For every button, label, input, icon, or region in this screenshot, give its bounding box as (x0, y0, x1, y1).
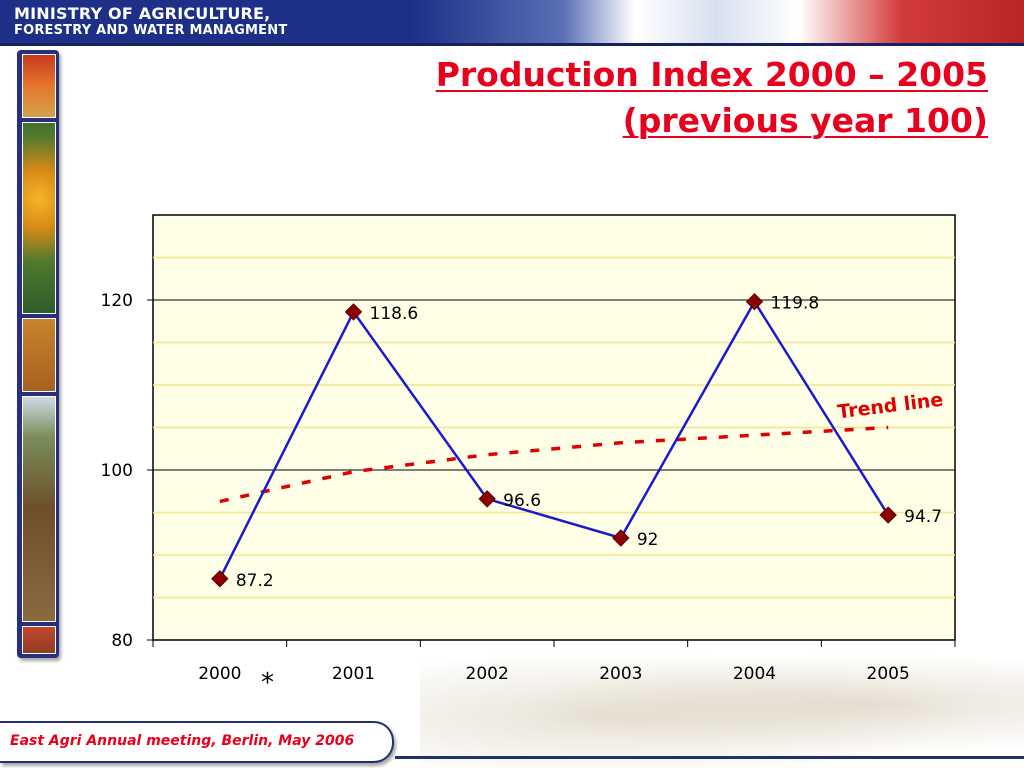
y-tick-label: 80 (111, 631, 133, 651)
footer-rule (395, 756, 1024, 759)
data-label: 87.2 (236, 571, 274, 591)
data-point-marker (745, 292, 764, 311)
x-tick-label: 2001 (332, 664, 375, 684)
footnote-asterisk: * (261, 668, 274, 698)
x-tick-label: 2003 (599, 664, 642, 684)
ministry-line-2: FORESTRY AND WATER MANAGMENT (14, 23, 288, 38)
footer-text: East Agri Annual meeting, Berlin, May 20… (10, 733, 355, 749)
grain-photo (22, 318, 56, 392)
data-label: 118.6 (370, 304, 419, 324)
slide-title: Production Index 2000 – 2005 (previous y… (435, 55, 988, 140)
footer-pill: East Agri Annual meeting, Berlin, May 20… (0, 721, 394, 763)
ministry-line-1: MINISTRY OF AGRICULTURE, (14, 4, 271, 23)
produce-photo (22, 626, 56, 654)
x-tick-label: 2005 (867, 664, 910, 684)
y-tick-label: 120 (101, 291, 133, 311)
pepper-photo (22, 54, 56, 118)
field-photo (22, 396, 56, 622)
data-label: 94.7 (904, 507, 942, 527)
trend-line (219, 425, 889, 504)
x-tick-label: 2000 (198, 664, 241, 684)
x-tick-label: 2002 (466, 664, 509, 684)
photo-strip (17, 50, 59, 658)
data-label: 119.8 (771, 294, 820, 314)
data-label: 96.6 (503, 491, 541, 511)
data-point-marker (478, 490, 496, 508)
sunflower-photo (22, 122, 56, 314)
data-point-marker (211, 570, 229, 588)
background-illustration (420, 640, 1024, 768)
data-label: 92 (637, 530, 659, 550)
y-tick-label: 100 (101, 461, 133, 481)
header-banner: MINISTRY OF AGRICULTURE, FORESTRY AND WA… (0, 0, 1024, 46)
data-point-marker (344, 303, 363, 321)
data-point-marker (612, 529, 630, 547)
series-line (218, 299, 890, 580)
x-tick-label: 2004 (733, 664, 776, 684)
ministry-name: MINISTRY OF AGRICULTURE, FORESTRY AND WA… (14, 5, 287, 39)
data-point-marker (879, 506, 897, 524)
